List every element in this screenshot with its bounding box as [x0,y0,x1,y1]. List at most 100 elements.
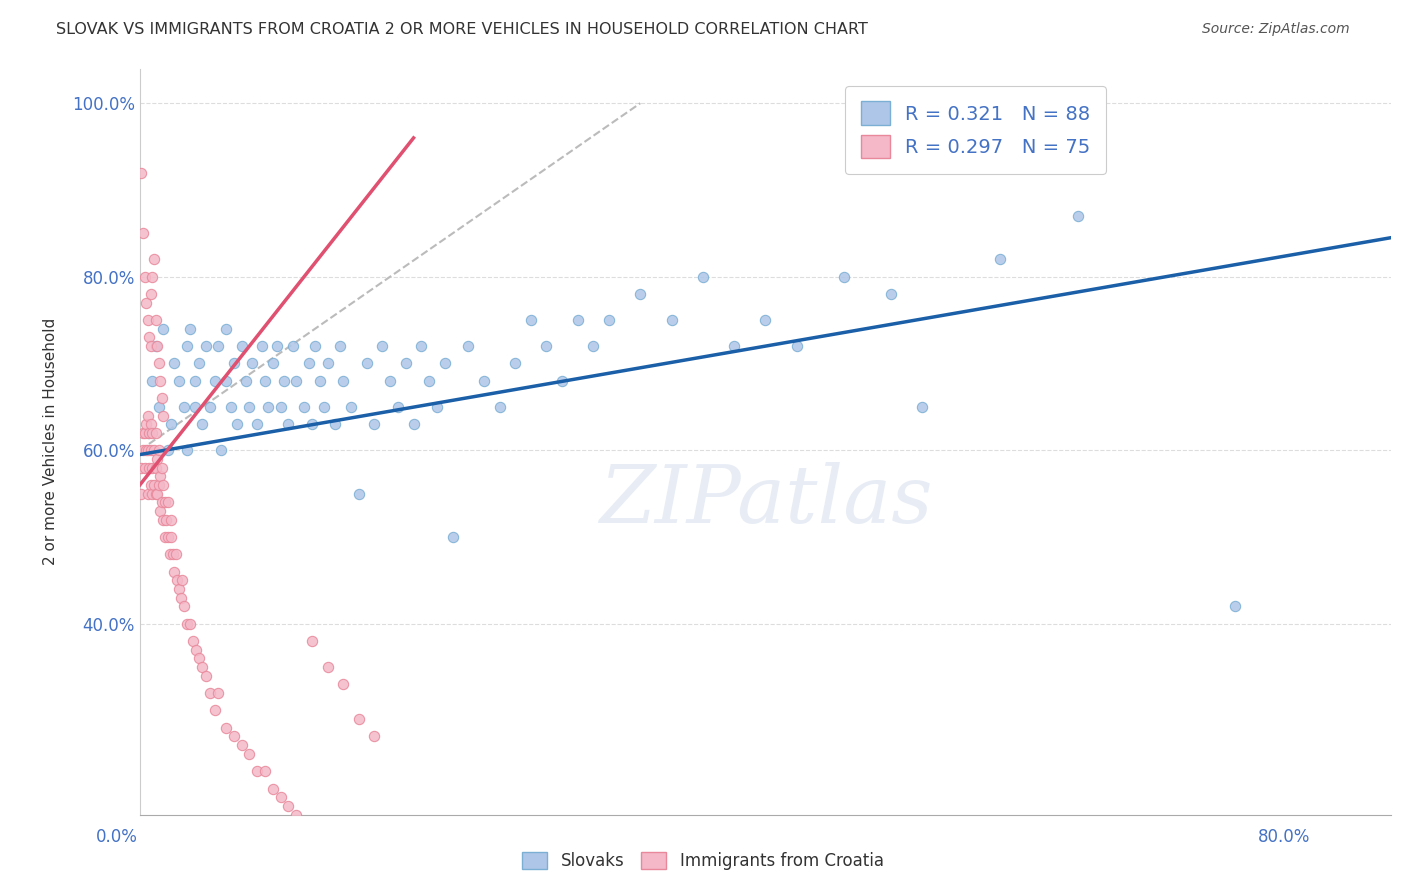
Legend: R = 0.321   N = 88, R = 0.297   N = 75: R = 0.321 N = 88, R = 0.297 N = 75 [845,86,1107,174]
Point [145,460,167,475]
Point [135,443,157,458]
Point [139,417,162,432]
Point [231,738,253,752]
Point [194,339,217,353]
Point [257,400,280,414]
Point [551,374,574,388]
Point [188,651,211,665]
Point [152,322,174,336]
Point [142,252,165,267]
Point [879,287,901,301]
Point [204,703,226,717]
Point [304,339,326,353]
Point [582,339,605,353]
Point [200,400,222,414]
Point [150,460,173,475]
Point [176,616,198,631]
Point [219,400,242,414]
Point [301,417,323,432]
Point [135,417,157,432]
Text: Source: ZipAtlas.com: Source: ZipAtlas.com [1202,22,1350,37]
Point [1223,599,1246,614]
Point [166,574,188,588]
Point [172,574,194,588]
Point [136,409,159,423]
Y-axis label: 2 or more Vehicles in Household: 2 or more Vehicles in Household [44,318,58,566]
Point [163,356,186,370]
Text: 80.0%: 80.0% [1258,828,1310,846]
Point [148,478,170,492]
Point [131,486,153,500]
Point [136,313,159,327]
Point [567,313,589,327]
Point [371,339,394,353]
Point [238,400,260,414]
Text: SLOVAK VS IMMIGRANTS FROM CROATIA 2 OR MORE VEHICLES IN HOUSEHOLD CORRELATION CH: SLOVAK VS IMMIGRANTS FROM CROATIA 2 OR M… [56,22,868,37]
Point [191,417,214,432]
Point [160,530,183,544]
Point [152,478,174,492]
Point [215,322,238,336]
Point [167,582,190,596]
Point [285,807,308,822]
Point [692,269,714,284]
Point [145,339,167,353]
Point [253,374,276,388]
Point [141,460,163,475]
Point [329,339,352,353]
Point [285,374,308,388]
Point [209,443,232,458]
Point [281,339,304,353]
Point [165,547,187,561]
Point [215,374,238,388]
Point [139,339,162,353]
Point [134,460,156,475]
Point [162,547,184,561]
Point [132,425,155,440]
Point [277,417,299,432]
Point [131,166,153,180]
Point [363,730,385,744]
Point [194,669,217,683]
Point [426,400,449,414]
Point [222,356,245,370]
Point [520,313,543,327]
Point [138,460,160,475]
Point [138,330,160,344]
Point [131,460,153,475]
Point [536,339,558,353]
Point [242,356,264,370]
Point [200,686,222,700]
Point [988,252,1011,267]
Point [215,721,238,735]
Point [145,486,167,500]
Point [142,478,165,492]
Point [149,504,172,518]
Point [150,495,173,509]
Point [472,374,495,388]
Point [378,374,401,388]
Point [402,417,425,432]
Point [754,313,776,327]
Point [173,599,195,614]
Point [441,530,464,544]
Point [136,443,159,458]
Point [488,400,510,414]
Point [204,374,226,388]
Point [138,425,160,440]
Point [395,356,418,370]
Point [363,417,385,432]
Point [340,400,363,414]
Legend: Slovaks, Immigrants from Croatia: Slovaks, Immigrants from Croatia [516,845,890,877]
Point [316,356,339,370]
Point [134,425,156,440]
Point [332,677,354,691]
Point [191,660,214,674]
Point [134,269,156,284]
Point [155,513,177,527]
Point [503,356,526,370]
Point [179,616,201,631]
Point [167,374,190,388]
Point [157,530,180,544]
Point [159,547,181,561]
